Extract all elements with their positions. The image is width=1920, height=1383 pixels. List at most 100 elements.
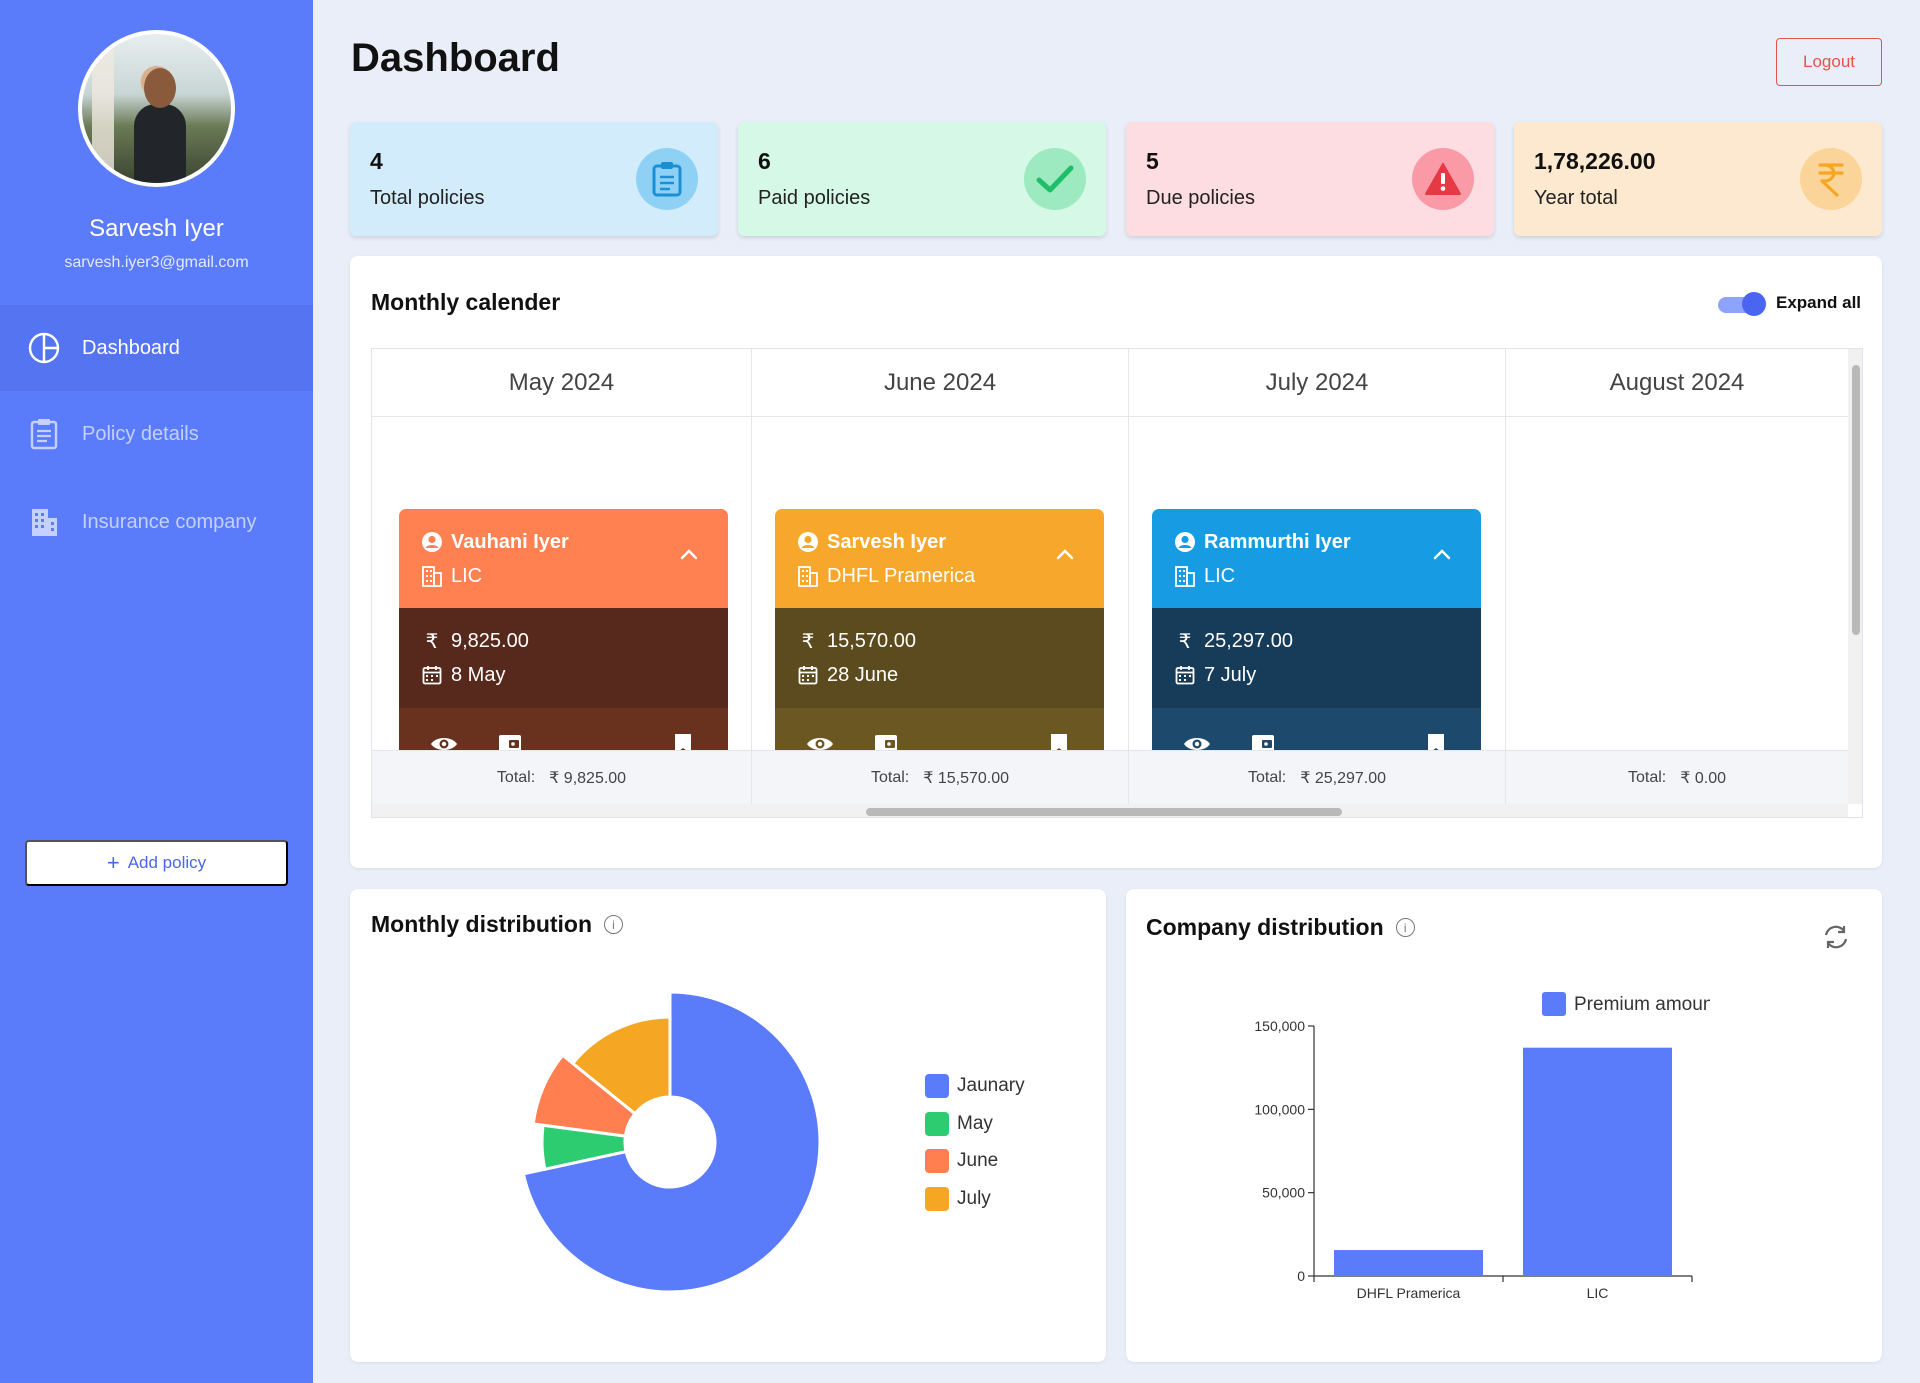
check-icon xyxy=(1024,148,1086,210)
x-tick-label: DHFL Pramerica xyxy=(1357,1285,1461,1301)
logout-button[interactable]: Logout xyxy=(1776,38,1882,86)
refresh-icon[interactable] xyxy=(1822,924,1850,955)
eye-icon[interactable] xyxy=(1182,729,1212,759)
legend-item[interactable]: Jaunary xyxy=(925,1074,1025,1098)
bar-dhfl-pramerica[interactable] xyxy=(1334,1250,1483,1276)
policy-holder: Rammurthi Iyer xyxy=(1204,530,1351,553)
chevron-up-icon[interactable] xyxy=(1056,547,1074,565)
month-total: Total: ₹ 15,570.00 xyxy=(752,750,1128,804)
user-email: sarvesh.iyer3@gmail.com xyxy=(64,254,249,271)
sidebar-item-label: Policy details xyxy=(82,422,199,445)
stat-value: 6 xyxy=(758,148,771,174)
expand-all-label: Expand all xyxy=(1776,293,1862,312)
user-circle-icon xyxy=(421,531,443,553)
info-icon[interactable]: i xyxy=(1395,918,1415,937)
company-distribution-panel xyxy=(1126,889,1882,1362)
wallet-icon[interactable] xyxy=(1248,729,1278,759)
calendar-icon xyxy=(797,665,819,685)
bar-lic[interactable] xyxy=(1523,1047,1672,1276)
user-circle-icon xyxy=(797,531,819,553)
expand-all-toggle[interactable] xyxy=(1718,292,1766,316)
policy-amount: 9,825.00 xyxy=(451,629,529,652)
policy-company: LIC xyxy=(451,564,483,587)
month-column: July 2024 Rammurthi Iyer LIC ₹25,297.00 … xyxy=(1129,349,1506,804)
policy-company: LIC xyxy=(1204,564,1236,587)
chevron-up-icon[interactable] xyxy=(1433,547,1451,565)
legend-label: May xyxy=(957,1112,993,1134)
month-header: June 2024 xyxy=(752,349,1128,417)
policy-amount: 15,570.00 xyxy=(827,629,916,652)
avatar[interactable] xyxy=(78,30,235,187)
eye-icon[interactable] xyxy=(429,729,459,759)
legend-item[interactable]: May xyxy=(925,1111,993,1136)
policy-holder: Vauhani Iyer xyxy=(451,530,569,553)
month-header: July 2024 xyxy=(1129,349,1505,417)
legend-swatch xyxy=(925,1111,949,1136)
legend-label: July xyxy=(957,1187,991,1209)
stat-label: Year total xyxy=(1534,187,1618,209)
bookmark-icon[interactable] xyxy=(1421,729,1451,759)
building-icon xyxy=(421,565,443,587)
legend-label: June xyxy=(957,1150,999,1171)
legend-item[interactable]: July xyxy=(925,1186,991,1211)
user-circle-icon xyxy=(1174,531,1196,553)
warning-icon xyxy=(1412,148,1474,210)
rupee-icon: ₹ xyxy=(1178,630,1192,653)
vertical-scrollbar[interactable] xyxy=(1848,349,1862,804)
page-title: Dashboard xyxy=(351,36,560,80)
stat-label: Paid policies xyxy=(758,187,871,209)
building-icon xyxy=(28,506,60,538)
policy-card[interactable]: Rammurthi Iyer LIC ₹25,297.00 7 July xyxy=(1152,509,1481,779)
stat-label: Total policies xyxy=(370,187,485,209)
pie-slice-july[interactable] xyxy=(570,1015,672,1116)
policy-date: 8 May xyxy=(451,663,506,686)
pie-slice-june[interactable] xyxy=(531,1053,638,1138)
pie-slice-jaunary[interactable] xyxy=(521,990,822,1294)
y-tick-label: 50,000 xyxy=(1262,1185,1305,1201)
policy-date: 28 June xyxy=(827,663,899,686)
sidebar-item-policy-details[interactable]: Policy details xyxy=(0,391,313,477)
horizontal-scrollbar[interactable] xyxy=(372,804,1848,817)
month-column: August 2024 Total: ₹ 0.00 xyxy=(1506,349,1848,804)
stat-value: 4 xyxy=(370,148,383,174)
legend-swatch xyxy=(925,1186,949,1211)
x-tick-label: LIC xyxy=(1587,1285,1609,1301)
policy-amount: 25,297.00 xyxy=(1204,629,1293,652)
month-column: May 2024 Vauhani Iyer LIC ₹9,825.00 8 Ma… xyxy=(372,349,752,804)
company-distribution-chart: Premium amount 0 50,000 100,000 150,000 DHFL … xyxy=(1254,992,1710,1301)
clipboard-icon xyxy=(636,148,698,210)
stat-card-total-policies: 4 Total policies xyxy=(350,122,718,236)
plus-icon: + xyxy=(106,850,120,875)
rupee-icon: ₹ xyxy=(425,630,439,653)
policy-card[interactable]: Vauhani Iyer LIC ₹9,825.00 8 May xyxy=(399,509,728,779)
chevron-up-icon[interactable] xyxy=(680,547,698,565)
add-policy-button[interactable]: + Add policy xyxy=(25,840,288,886)
calendar-title: Monthly calender xyxy=(371,289,561,315)
user-name: Sarvesh Iyer xyxy=(89,215,224,242)
stat-card-year-total: 1,78,226.00 Year total xyxy=(1514,122,1882,236)
bookmark-icon[interactable] xyxy=(668,729,698,759)
bookmark-icon[interactable] xyxy=(1044,729,1074,759)
wallet-icon[interactable] xyxy=(871,729,901,759)
sidebar-item-dashboard[interactable]: Dashboard xyxy=(0,305,313,391)
wallet-icon[interactable] xyxy=(495,729,525,759)
y-tick-label: 0 xyxy=(1297,1268,1305,1284)
policy-company: DHFL Pramerica xyxy=(827,564,976,587)
rupee-icon xyxy=(1800,148,1862,210)
sidebar-item-label: Dashboard xyxy=(82,336,180,359)
calendar-icon xyxy=(421,665,443,685)
month-total: Total: ₹ 25,297.00 xyxy=(1129,750,1505,804)
month-header: May 2024 xyxy=(372,349,751,417)
legend-swatch xyxy=(1542,992,1566,1016)
legend-label: Premium amount xyxy=(1574,994,1710,1015)
legend-item[interactable]: June xyxy=(925,1149,998,1173)
sidebar-item-insurance-company[interactable]: Insurance company xyxy=(0,479,313,565)
legend-label: Jaunary xyxy=(957,1075,1025,1096)
policy-card[interactable]: Sarvesh Iyer DHFL Pramerica ₹15,570.00 2… xyxy=(775,509,1104,779)
monthly-distribution-title: Monthly distribution i xyxy=(371,911,624,938)
policy-date: 7 July xyxy=(1204,663,1257,686)
building-icon xyxy=(797,565,819,587)
eye-icon[interactable] xyxy=(805,729,835,759)
policy-holder: Sarvesh Iyer xyxy=(827,530,946,553)
info-icon[interactable]: i xyxy=(604,915,624,934)
